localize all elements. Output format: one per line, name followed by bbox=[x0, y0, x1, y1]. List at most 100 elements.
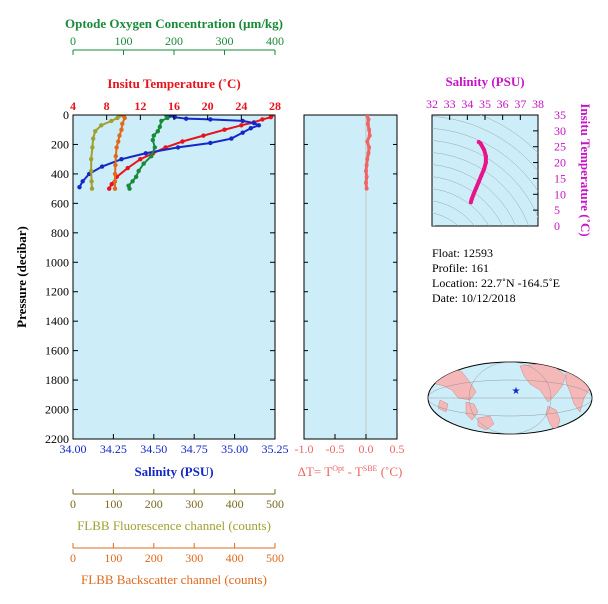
salinity-point bbox=[248, 126, 253, 131]
salinity-point bbox=[80, 179, 85, 184]
salinity-point bbox=[251, 120, 257, 126]
temperature-point bbox=[201, 133, 206, 138]
backscatter-point bbox=[112, 179, 118, 184]
salinity-point bbox=[208, 140, 213, 146]
info-profile: Profile: 161 bbox=[432, 261, 489, 275]
oxygen-point bbox=[127, 186, 132, 191]
float-location-icon: ★ bbox=[512, 386, 521, 397]
oxygen-point bbox=[152, 145, 158, 150]
dt-point bbox=[365, 115, 370, 118]
ts-salinity-tick-label: 36 bbox=[497, 97, 509, 111]
temperature-point bbox=[268, 115, 273, 120]
temperature-axis-label: Insitu Temperature (˚C) bbox=[107, 76, 240, 91]
oxygen-point bbox=[151, 133, 156, 138]
pressure-tick-label: 400 bbox=[51, 167, 69, 181]
backscatter-tick-label: 0 bbox=[70, 551, 76, 565]
dt-point bbox=[367, 145, 372, 150]
salinity-tick-label: 34.25 bbox=[100, 442, 127, 456]
location-map: ★ bbox=[427, 361, 593, 435]
temperature-tick-label: 28 bbox=[269, 99, 281, 113]
oxygen-point bbox=[157, 124, 163, 129]
oxygen-tick-label: 300 bbox=[216, 34, 234, 48]
pressure-tick-label: 2200 bbox=[45, 432, 69, 446]
salinity-point bbox=[172, 115, 178, 120]
fluorescence-tick-label: 0 bbox=[70, 497, 76, 511]
salinity-point bbox=[77, 184, 82, 190]
fluorescence-point bbox=[109, 118, 114, 124]
temperature-point bbox=[260, 117, 265, 122]
ts-temp-tick-label: 10 bbox=[554, 187, 566, 201]
ts-point bbox=[468, 200, 473, 205]
salinity-point bbox=[208, 117, 213, 122]
salinity-axis-label: Salinity (PSU) bbox=[134, 464, 213, 479]
pressure-tick-label: 1000 bbox=[45, 255, 69, 269]
ts-salinity-tick-label: 37 bbox=[514, 97, 526, 111]
ts-salinity-tick-label: 34 bbox=[461, 97, 473, 111]
pressure-tick-label: 2000 bbox=[45, 403, 69, 417]
temperature-tick-label: 24 bbox=[235, 99, 247, 113]
info-date: Date: 10/12/2018 bbox=[432, 291, 516, 305]
salinity-point bbox=[99, 164, 105, 169]
fluorescence-point bbox=[88, 168, 94, 174]
temperature-point bbox=[180, 139, 185, 144]
oxygen-point bbox=[141, 161, 146, 166]
fluorescence-point bbox=[93, 129, 98, 134]
ts-title: Salinity (PSU) bbox=[445, 74, 524, 89]
dt-axis-label: ΔT= TOpt - TSBE (˚C) bbox=[298, 464, 403, 479]
salinity-point bbox=[119, 156, 124, 162]
pressure-tick-label: 800 bbox=[51, 226, 69, 240]
dt-tick-label: 0.5 bbox=[390, 442, 405, 456]
backscatter-point bbox=[119, 127, 124, 132]
dt-tick-label: -0.5 bbox=[326, 442, 345, 456]
ts-salinity-tick-label: 35 bbox=[479, 97, 491, 111]
info-location: Location: 22.7˚N -164.5˚E bbox=[432, 276, 560, 290]
dt-tick-label: -1.0 bbox=[295, 442, 314, 456]
temperature-point bbox=[125, 165, 130, 171]
backscatter-point bbox=[117, 133, 122, 138]
temperature-tick-label: 16 bbox=[168, 99, 180, 113]
temperature-tick-label: 12 bbox=[134, 99, 146, 113]
dt-point bbox=[364, 174, 369, 179]
fluorescence-axis-label: FLBB Fluorescence channel (counts) bbox=[77, 518, 271, 533]
salinity-point bbox=[183, 116, 189, 121]
backscatter-point bbox=[122, 115, 127, 121]
oxygen-tick-label: 200 bbox=[165, 34, 183, 48]
oxygen-point bbox=[130, 179, 135, 184]
temperature-tick-label: 4 bbox=[70, 99, 76, 113]
fluorescence-tick-label: 300 bbox=[185, 497, 203, 511]
salinity-tick-label: 35.00 bbox=[221, 442, 248, 456]
info-float: Float: 12593 bbox=[432, 246, 494, 260]
fluorescence-point bbox=[90, 145, 95, 150]
ts-point bbox=[478, 141, 483, 146]
fluorescence-point bbox=[115, 115, 120, 121]
dt-point bbox=[364, 180, 368, 185]
dt-point bbox=[367, 127, 372, 132]
oxygen-tick-label: 100 bbox=[115, 34, 133, 48]
backscatter-point bbox=[116, 139, 121, 144]
ts-temp-tick-label: 0 bbox=[554, 219, 560, 233]
ts-point bbox=[469, 197, 474, 202]
pressure-tick-label: 1600 bbox=[45, 344, 69, 358]
backscatter-tick-label: 500 bbox=[266, 551, 284, 565]
ts-point bbox=[476, 179, 481, 184]
ts-temp-tick-label: 20 bbox=[554, 156, 566, 170]
ts-temp-tick-label: 15 bbox=[554, 171, 566, 185]
oxygen-point bbox=[155, 129, 161, 134]
dt-point bbox=[365, 121, 370, 126]
ts-temp-tick-label: 5 bbox=[554, 203, 560, 217]
salinity-point bbox=[175, 145, 181, 150]
ts-point bbox=[479, 173, 484, 178]
dt-point bbox=[366, 117, 371, 122]
dt-tick-label: 0.0 bbox=[359, 442, 374, 456]
dt-point bbox=[364, 168, 368, 173]
temperature-tick-label: 20 bbox=[202, 99, 214, 113]
ts-point bbox=[483, 160, 488, 165]
ts-point bbox=[482, 147, 487, 152]
backscatter-point bbox=[113, 162, 118, 168]
temperature-tick-label: 8 bbox=[104, 99, 110, 113]
backscatter-tick-label: 300 bbox=[185, 551, 203, 565]
salinity-tick-label: 35.25 bbox=[262, 442, 289, 456]
oxygen-point bbox=[159, 118, 164, 124]
ts-point bbox=[471, 192, 476, 197]
